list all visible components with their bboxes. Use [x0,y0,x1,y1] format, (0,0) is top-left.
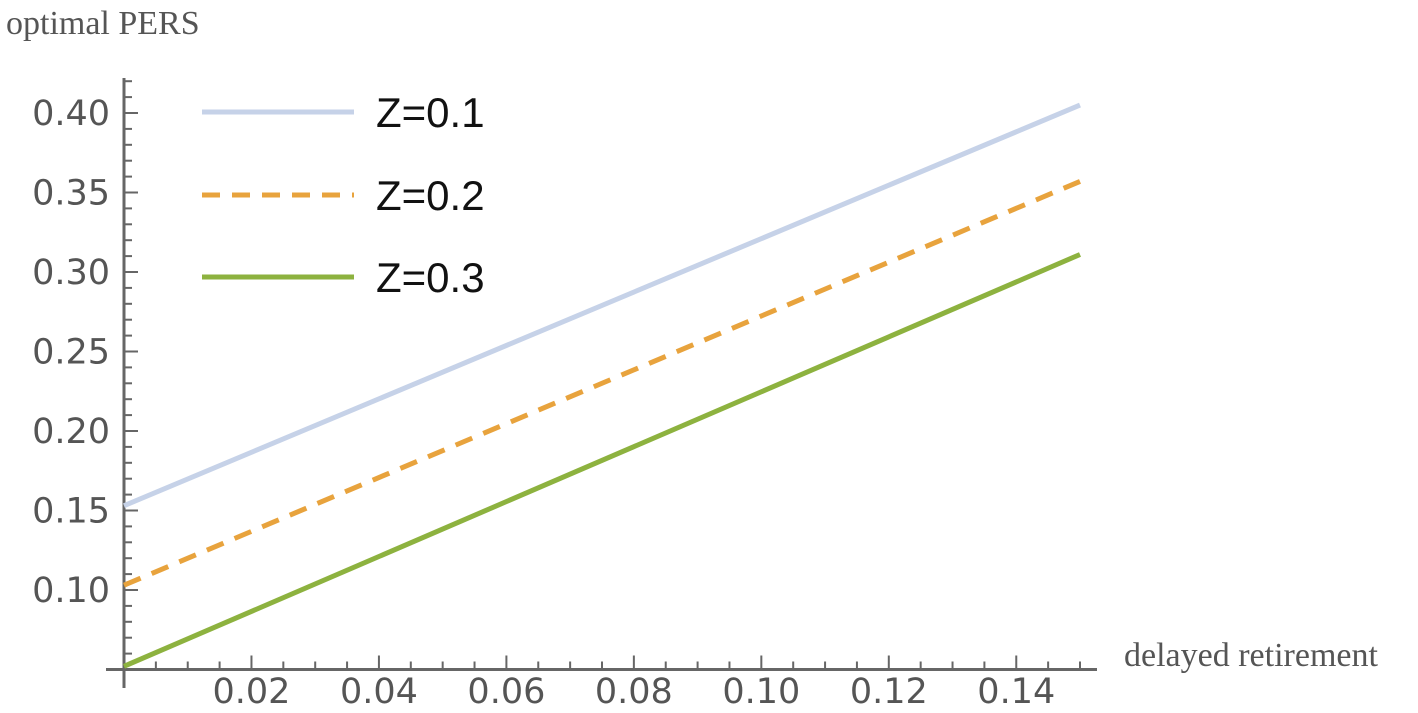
y-tick-label: 0.25 [32,333,110,373]
y-tick-label: 0.15 [32,492,110,532]
series-line-2 [123,179,1081,588]
series-line-3 [123,252,1081,669]
y-axis-label: optimal PERS [6,5,200,42]
y-tick-label: 0.40 [32,94,110,134]
x-tick-label: 0.06 [467,672,545,712]
legend-label-3: Z=0.3 [376,254,485,301]
y-tick-label: 0.10 [32,571,110,611]
x-tick-label: 0.08 [595,672,673,712]
legend: Z=0.1 Z=0.2 Z=0.3 [202,89,485,301]
y-tick-label: 0.30 [32,253,110,293]
x-tick-label: 0.10 [722,672,800,712]
y-tick-label: 0.35 [32,174,110,214]
x-axis-label: delayed retirement [1124,637,1378,674]
x-tick-label: 0.14 [977,672,1055,712]
series-line-1 [123,102,1081,509]
x-tick-label: 0.02 [212,672,290,712]
legend-label-2: Z=0.2 [376,172,485,219]
series-lines [123,102,1081,669]
x-tick-label: 0.12 [850,672,928,712]
axes: 0.10 0.15 0.20 0.25 0.30 0.35 0.40 0.02 0.04 0.06… [32,78,1097,712]
y-tick-label: 0.20 [32,412,110,452]
legend-label-1: Z=0.1 [376,89,485,136]
x-tick-label: 0.04 [340,672,418,712]
